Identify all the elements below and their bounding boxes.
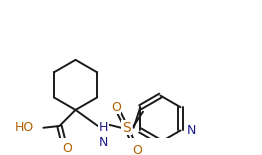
Text: O: O [111, 101, 121, 114]
Text: O: O [63, 142, 72, 155]
Text: N: N [187, 124, 196, 137]
Text: HO: HO [15, 121, 34, 134]
Text: O: O [132, 144, 142, 155]
Text: S: S [122, 121, 131, 135]
Text: H
N: H N [99, 121, 108, 149]
